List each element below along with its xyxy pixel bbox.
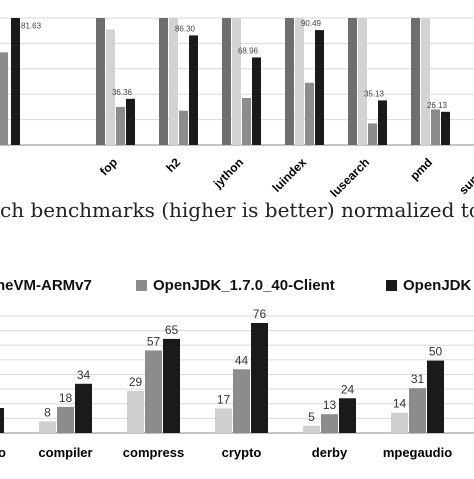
top-data-label: 86.30 [175,24,196,33]
top-bar [96,18,105,145]
bottom-bar [39,421,56,433]
bottom-data-label: 8 [44,405,51,419]
bottom-bar [215,408,232,433]
top-data-label: 26.13 [427,101,448,110]
bottom-data-label: 57 [147,334,161,348]
bottom-x-tick: crypto [222,445,262,460]
bottom-x-tick-partial: o [0,445,6,460]
top-bar [222,18,231,145]
bottom-bar-partial [0,408,4,433]
top-bar [242,98,251,145]
top-bar [232,18,241,145]
top-bar [106,29,115,145]
bottom-bar [303,425,320,433]
legend-swatch-2 [136,280,147,291]
top-x-tick: luindex [270,155,310,195]
top-bar [411,18,420,145]
bottom-bar [127,391,144,433]
bottom-bar [321,414,338,433]
bottom-bar [163,338,180,433]
top-bar [421,18,430,145]
top-bar [126,98,135,145]
top-bar [159,18,168,145]
bottom-bar [75,383,92,433]
top-x-tick: pmd [407,155,435,183]
top-bar [358,18,367,145]
bottom-x-tick: compiler [38,445,92,460]
bottom-data-label: 29 [129,375,143,389]
legend-item-1: neVM-ARMv7 [0,277,92,294]
top-bar-partial [11,18,20,145]
top-bar [441,111,450,145]
legend-label-1: neVM-ARMv7 [0,277,92,294]
top-x-tick: h2 [163,155,183,175]
top-bar [169,18,178,145]
top-bar [252,57,261,145]
legend-swatch-3 [386,280,397,291]
top-bar [368,123,377,145]
bottom-bar [339,398,356,433]
top-x-tick: jython [210,155,246,191]
figure-caption: ch benchmarks (higher is better) normali… [0,198,474,222]
top-bar-partial [0,52,8,145]
top-bar [348,18,357,145]
bottom-bar [427,360,444,433]
bottom-data-label: 34 [77,368,91,382]
bottom-bar [251,322,268,433]
legend-label-2: OpenJDK_1.7.0_40-Client [153,277,335,294]
top-data-label: 36.36 [112,88,133,97]
bottom-x-tick: compress [123,445,184,460]
top-bar [116,106,125,145]
top-x-tick: sunflow [456,155,474,197]
bottom-data-label: 24 [341,382,355,396]
bottom-data-label: 31 [411,372,425,386]
bottom-data-label: 44 [235,353,249,367]
top-x-tick-partial: / [0,157,3,170]
bottom-x-tick: mpegaudio [383,445,452,460]
bottom-bar [57,406,74,433]
bottom-data-label: 13 [323,398,337,412]
top-data-label: 90.49 [301,19,322,28]
top-data-label-partial: 81.63 [21,21,42,30]
legend-label-3: OpenJDK [403,277,472,294]
legend-item-2: OpenJDK_1.7.0_40-Client [136,277,335,294]
top-x-tick: lusearch [327,155,372,200]
bottom-data-label: 18 [59,391,73,405]
bottom-data-label: 14 [393,397,407,411]
top-data-label: 35.13 [364,89,385,98]
top-bar [179,110,188,145]
bottom-data-label: 76 [253,307,267,321]
bottom-data-label: 50 [429,345,443,359]
legend-item-3: OpenJDK [386,277,471,294]
top-bar [285,18,294,145]
top-bar [295,18,304,145]
bottom-bar [391,412,408,433]
top-x-tick: fop [97,155,120,178]
bottom-data-label: 5 [308,410,315,424]
bottom-bar [409,388,426,433]
bottom-data-label: 65 [165,323,179,337]
top-bar [305,82,314,145]
top-bar [189,35,198,145]
bottom-x-tick: derby [312,445,348,460]
bottom-bar [145,350,162,433]
top-bar [315,30,324,146]
top-bar [431,109,440,145]
bottom-bar [233,369,250,433]
bottom-data-label: 17 [217,392,231,406]
top-data-label: 68.96 [238,46,259,55]
top-bar [378,100,387,145]
